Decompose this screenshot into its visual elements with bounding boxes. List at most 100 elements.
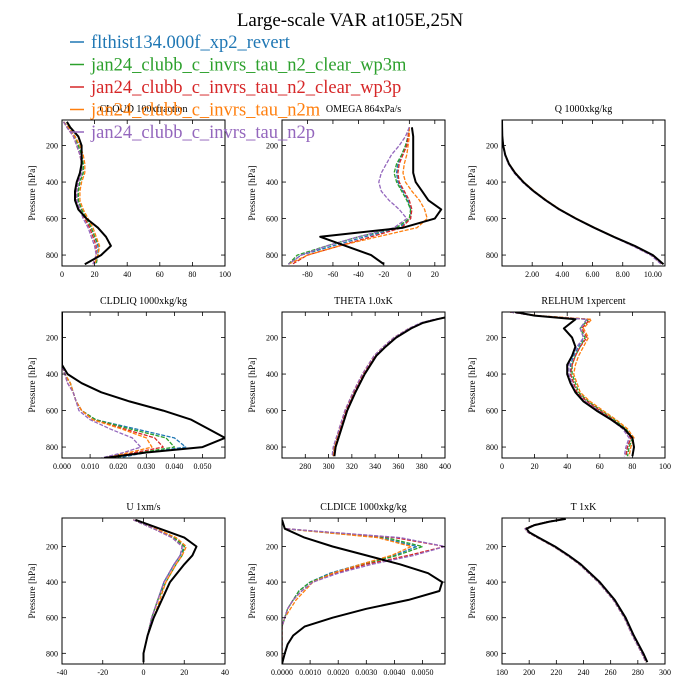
series-line-jan24_clubb_c_invrs_tau_n2_clear_wp3m — [332, 316, 445, 457]
series-line-reference — [135, 518, 198, 663]
series-line-jan24_clubb_c_invrs_tau_n2m — [332, 316, 445, 457]
panel-title: RELHUM 1xpercent — [541, 296, 625, 307]
x-tick-label: 300 — [659, 668, 671, 677]
series-line-jan24_clubb_c_invrs_tau_n2_clear_wp3m — [502, 120, 663, 265]
x-tick-label: 2.00 — [525, 270, 539, 279]
y-tick-label: 400 — [486, 370, 498, 379]
x-tick-label: 100 — [659, 462, 671, 471]
series-line-reference — [62, 312, 225, 458]
x-tick-label: -40 — [57, 668, 68, 677]
legend-item: jan24_clubb_c_invrs_tau_n2m — [70, 101, 321, 121]
x-tick-label: 280 — [632, 668, 644, 677]
x-tick-label: -20 — [97, 668, 108, 677]
x-tick-label: 60 — [156, 270, 164, 279]
figure-title: Large-scale VAR at105E,25N — [237, 10, 464, 31]
y-tick-label: 600 — [46, 407, 58, 416]
x-tick-label: 0 — [500, 462, 504, 471]
panel-3: 2.00 4.00 6.00 8.00 10.00 200 400 600 800 Pressur… — [468, 104, 666, 279]
y-tick-label: 800 — [486, 649, 498, 658]
x-tick-label: 20 — [531, 462, 539, 471]
y-tick-label: 600 — [266, 614, 278, 623]
y-tick-label: 600 — [486, 215, 498, 224]
panel-1: 0 20 40 60 80 100 200 400 600 800 Pressure [hPa] CL… — [28, 104, 231, 279]
x-tick-label: 40 — [221, 668, 229, 677]
x-tick-label: -40 — [353, 270, 364, 279]
y-tick-label: 800 — [266, 443, 278, 452]
series-line-jan24_clubb_c_invrs_tau_n2_clear_wp3p — [510, 312, 632, 457]
x-tick-label: 0.000 — [53, 462, 71, 471]
panel-6: 0 20 40 60 80 100 200 400 600 800 Pressure [hPa] RE… — [468, 296, 671, 471]
series-line-jan24_clubb_c_invrs_tau_n2p — [331, 316, 445, 457]
series-line-jan24_clubb_c_invrs_tau_n2m — [502, 120, 664, 265]
series-line-jan24_clubb_c_invrs_tau_n2p — [502, 120, 662, 265]
panel-7: -40 -20 0 20 40 200 400 600 800 Pressure [hPa] U 1… — [28, 502, 229, 677]
x-tick-label: 380 — [416, 462, 428, 471]
panel-frame — [61, 311, 226, 459]
y-axis-label: Pressure [hPa] — [28, 357, 38, 412]
legend-item: flthist134.000f_xp2_revert — [70, 33, 291, 53]
series-line-reference — [66, 121, 112, 266]
x-tick-label: -20 — [379, 270, 390, 279]
panel-frame — [61, 119, 226, 267]
x-tick-label: 0.040 — [165, 462, 183, 471]
x-tick-label: 20 — [91, 270, 99, 279]
legend-label: jan24_clubb_c_invrs_tau_n2m — [90, 101, 321, 121]
panel-title: THETA 1.0xK — [334, 296, 393, 307]
panel-lines — [331, 316, 445, 457]
y-tick-label: 800 — [46, 443, 58, 452]
y-tick-label: 800 — [266, 649, 278, 658]
x-tick-label: 180 — [496, 668, 508, 677]
series-line-jan24_clubb_c_invrs_tau_n2_clear_wp3m — [287, 127, 412, 265]
y-tick-label: 400 — [46, 178, 58, 187]
x-tick-label: 0 — [60, 270, 64, 279]
y-tick-label: 400 — [46, 578, 58, 587]
x-tick-label: 80 — [188, 270, 196, 279]
series-line-flthist134.000f_xp2_revert — [332, 316, 445, 457]
x-tick-label: 40 — [563, 462, 571, 471]
series-line-jan24_clubb_c_invrs_tau_n2p — [133, 519, 183, 663]
series-line-reference — [502, 120, 665, 265]
series-line-jan24_clubb_c_invrs_tau_n2p — [288, 127, 410, 265]
series-line-reference — [514, 312, 635, 457]
series-line-jan24_clubb_c_invrs_tau_n2_clear_wp3m — [282, 519, 424, 664]
x-tick-label: 0 — [142, 668, 146, 677]
panel-frame — [61, 517, 226, 665]
series-line-jan24_clubb_c_invrs_tau_n2m — [510, 312, 635, 457]
panel-title: OMEGA 864xPa/s — [326, 104, 401, 115]
x-tick-label: 0.050 — [194, 462, 212, 471]
series-line-jan24_clubb_c_invrs_tau_n2_clear_wp3m — [63, 121, 101, 265]
x-tick-label: 100 — [219, 270, 231, 279]
panel-frame — [501, 517, 666, 665]
x-tick-label: 0 — [407, 270, 411, 279]
x-tick-label: 0.0020 — [327, 668, 349, 677]
series-line-flthist134.000f_xp2_revert — [133, 519, 185, 663]
series-line-jan24_clubb_c_invrs_tau_n2_clear_wp3m — [62, 312, 176, 458]
y-tick-label: 800 — [486, 251, 498, 260]
x-tick-label: 220 — [550, 668, 562, 677]
x-tick-label: 360 — [392, 462, 404, 471]
series-line-reference — [333, 316, 445, 457]
x-tick-label: -80 — [302, 270, 313, 279]
legend-label: jan24_clubb_c_invrs_tau_n2_clear_wp3p — [90, 78, 401, 98]
y-tick-label: 400 — [266, 370, 278, 379]
y-axis-label: Pressure [hPa] — [28, 563, 38, 618]
panel-title: U 1xm/s — [126, 502, 160, 513]
x-tick-label: 0.0000 — [271, 668, 293, 677]
y-tick-label: 400 — [266, 578, 278, 587]
y-tick-label: 400 — [486, 178, 498, 187]
panel-frame — [501, 119, 666, 267]
panel-frame — [281, 311, 446, 459]
y-tick-label: 600 — [46, 614, 58, 623]
panel-lines — [62, 312, 225, 458]
y-axis-label: Pressure [hPa] — [248, 563, 258, 618]
series-line-jan24_clubb_c_invrs_tau_n2_clear_wp3p — [133, 519, 183, 663]
x-tick-label: 20 — [431, 270, 439, 279]
x-tick-label: 280 — [299, 462, 311, 471]
panel-9: 180 200 220 240 260 280 300 200 400 600 800 Pressur… — [468, 502, 671, 677]
x-tick-label: 10.00 — [644, 270, 662, 279]
y-tick-label: 200 — [266, 334, 278, 343]
series-line-flthist134.000f_xp2_revert — [282, 519, 418, 664]
x-tick-label: 200 — [523, 668, 535, 677]
y-tick-label: 800 — [486, 443, 498, 452]
